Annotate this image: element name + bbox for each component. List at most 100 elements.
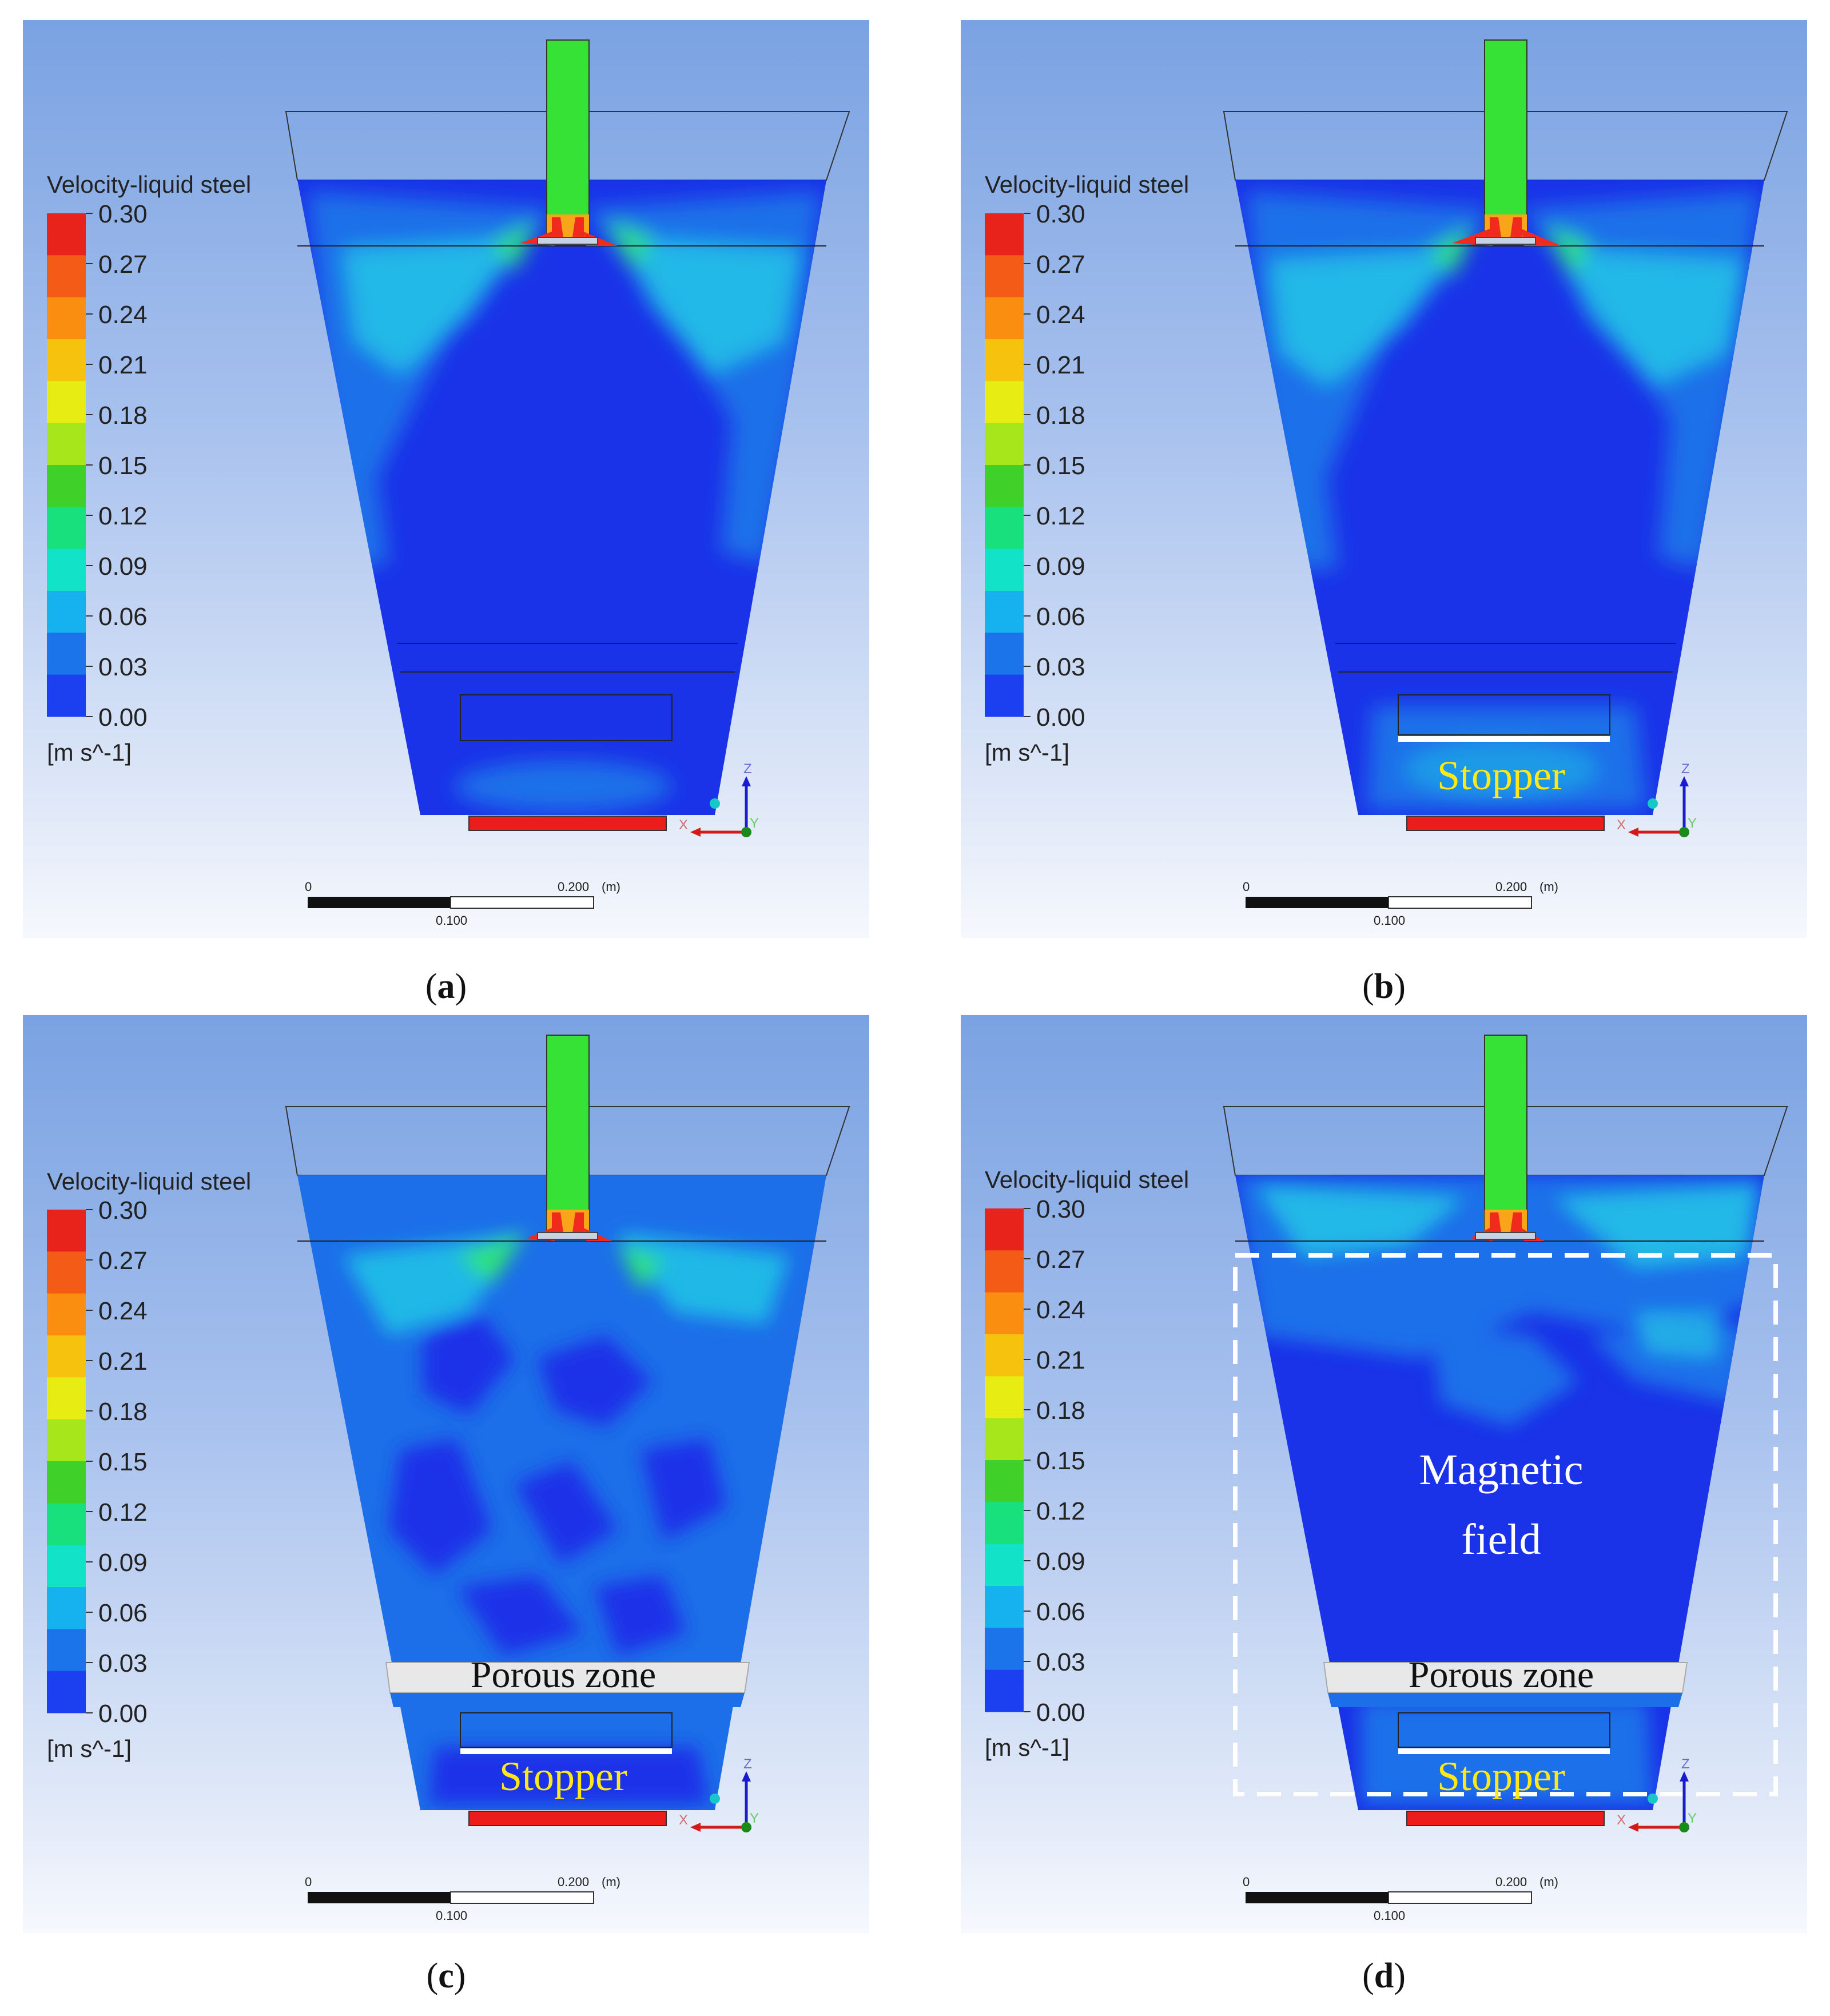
axis-triad: Z X Y xyxy=(1617,1756,1697,1832)
colorbar-tick-label: 0.00 xyxy=(1036,1699,1085,1727)
panel-a: Velocity-liquid steel 0.30 0.27 0.24 0.21 0.… xyxy=(23,20,869,938)
colorbar-tick-label: 0.18 xyxy=(1036,401,1085,430)
colorbar-tick-label: 0.21 xyxy=(1036,1346,1085,1374)
colorbar-tick-label: 0.00 xyxy=(98,1700,148,1728)
porous-zone-label: Porous zone xyxy=(1409,1654,1594,1696)
scale-mid: 0.100 xyxy=(436,913,467,928)
tundish-contour-b: Stopper Velocity-liquid steel 0.300.270.… xyxy=(985,39,1788,928)
colorbar-tick-label: 0.12 xyxy=(1036,1497,1085,1525)
colorbar-band xyxy=(985,1502,1024,1545)
caption-a: (a) xyxy=(425,967,467,1006)
colorbar-tick-label: 0.15 xyxy=(98,452,148,480)
axis-triad: Z X Y xyxy=(679,1756,759,1832)
colorbar-tick-label: 0.30 xyxy=(98,1196,148,1224)
colorbar-band xyxy=(47,255,86,298)
colorbar-band xyxy=(985,1418,1024,1461)
colorbar-tick-label: 0.03 xyxy=(98,653,148,681)
magnetic-label-line1: Magnetic xyxy=(1419,1446,1583,1494)
colorbar-tick-label: 0.30 xyxy=(98,200,148,228)
colorbar-band xyxy=(47,1461,86,1504)
panel-d: Magnetic field Porous zone Stopper Veloc… xyxy=(961,1015,1807,1933)
tundish-contour-a: Velocity-liquid steel 0.300.270.240.210.… xyxy=(47,39,850,928)
colorbar: 0.30 0.27 0.24 0.21 0.18 0.15 0.12 0.09 0.06 0.03… xyxy=(985,1195,1085,1727)
colorbar-band xyxy=(47,1629,86,1672)
caption-d: (d) xyxy=(1362,1957,1406,1995)
scale-bar: 0 0.200 (m) 0.100 xyxy=(1243,880,1558,928)
axis-y-label: Y xyxy=(750,1811,759,1826)
scale-start: 0 xyxy=(305,1875,312,1889)
colorbar-band xyxy=(985,381,1024,424)
axis-x-label: X xyxy=(679,817,688,833)
panel-b: Stopper Velocity-liquid steel 0.30 0.27 0.… xyxy=(961,20,1807,938)
colorbar-tick-label: 0.18 xyxy=(98,401,148,430)
colorbar-band xyxy=(985,1208,1024,1251)
colorbar-tick-label: 0.21 xyxy=(98,1347,148,1375)
caption-c: (c) xyxy=(426,1957,466,1995)
magnetic-label-line2: field xyxy=(1461,1516,1541,1564)
colorbar-band xyxy=(985,423,1024,466)
colorbar-title: Velocity-liquid steel xyxy=(985,171,1189,198)
colorbar-band xyxy=(985,591,1024,633)
porous-zone-label: Porous zone xyxy=(471,1654,656,1696)
scale-start: 0 xyxy=(1243,1875,1250,1889)
colorbar: 0.30 0.27 0.24 0.21 0.18 0.15 0.12 0.09 0.06 0.03… xyxy=(47,1196,148,1728)
axis-x-label: X xyxy=(1617,817,1626,833)
colorbar-band xyxy=(47,339,86,381)
colorbar-band xyxy=(47,1251,86,1294)
colorbar-tick-label: 0.30 xyxy=(1036,200,1085,228)
scale-bar: 0 0.200 (m) 0.100 xyxy=(1243,1875,1558,1923)
colorbar-band xyxy=(47,1377,86,1420)
colorbar-band xyxy=(985,339,1024,381)
colorbar-tick-label: 0.27 xyxy=(98,1247,148,1275)
axis-x-label: X xyxy=(1617,1812,1626,1828)
colorbar-band xyxy=(47,1293,86,1336)
colorbar-tick-label: 0.03 xyxy=(1036,1648,1085,1676)
axis-z-label: Z xyxy=(743,1756,752,1772)
colorbar-tick-label: 0.27 xyxy=(1036,250,1085,279)
colorbar-band xyxy=(47,1503,86,1546)
colorbar-band xyxy=(985,465,1024,507)
scale-unit: (m) xyxy=(1539,880,1558,894)
colorbar-band xyxy=(47,633,86,675)
colorbar-title: Velocity-liquid steel xyxy=(47,1168,251,1195)
colorbar-unit: [m s^-1] xyxy=(985,739,1069,766)
colorbar-tick-label: 0.00 xyxy=(98,703,148,731)
axis-triad: Z X Y xyxy=(1617,761,1697,837)
colorbar-tick-label: 0.06 xyxy=(98,1599,148,1627)
axis-y-label: Y xyxy=(1688,816,1697,831)
caption-b: (b) xyxy=(1362,967,1406,1006)
colorbar-band xyxy=(47,1587,86,1629)
panel-c: Porous zone Stopper Velocity-liquid stee… xyxy=(23,1015,869,1933)
colorbar-band xyxy=(985,1250,1024,1293)
colorbar-band xyxy=(47,1335,86,1378)
outlet xyxy=(468,816,667,831)
colorbar-band xyxy=(985,674,1024,717)
colorbar-tick-label: 0.09 xyxy=(1036,552,1085,580)
colorbar-tick-label: 0.21 xyxy=(1036,351,1085,379)
axis-z-label: Z xyxy=(743,761,752,777)
colorbar-band xyxy=(985,1376,1024,1419)
colorbar-band xyxy=(985,1586,1024,1628)
colorbar-tick-label: 0.12 xyxy=(98,1498,148,1526)
colorbar-tick-label: 0.00 xyxy=(1036,703,1085,731)
magnetic-field-region xyxy=(1233,1253,1778,1796)
colorbar-band xyxy=(985,1292,1024,1335)
axis-triad: Z X Y xyxy=(679,761,759,837)
colorbar-tick-label: 0.09 xyxy=(1036,1548,1085,1576)
colorbar-band xyxy=(47,591,86,633)
stopper-plate xyxy=(1398,1748,1610,1754)
scale-start: 0 xyxy=(305,880,312,894)
stopper-label: Stopper xyxy=(1437,1753,1565,1799)
scale-unit: (m) xyxy=(602,880,620,894)
colorbar-title: Velocity-liquid steel xyxy=(47,171,251,198)
colorbar-band xyxy=(47,423,86,466)
colorbar-band xyxy=(47,1419,86,1462)
colorbar-band xyxy=(47,1210,86,1252)
scale-bar: 0 0.200 (m) 0.100 xyxy=(305,1875,620,1923)
colorbar-tick-label: 0.06 xyxy=(98,603,148,631)
colorbar-band xyxy=(47,1545,86,1588)
colorbar-tick-label: 0.12 xyxy=(98,502,148,530)
colorbar-band xyxy=(985,213,1024,256)
colorbar-tick-label: 0.27 xyxy=(98,250,148,279)
scale-end: 0.200 xyxy=(558,1875,589,1889)
